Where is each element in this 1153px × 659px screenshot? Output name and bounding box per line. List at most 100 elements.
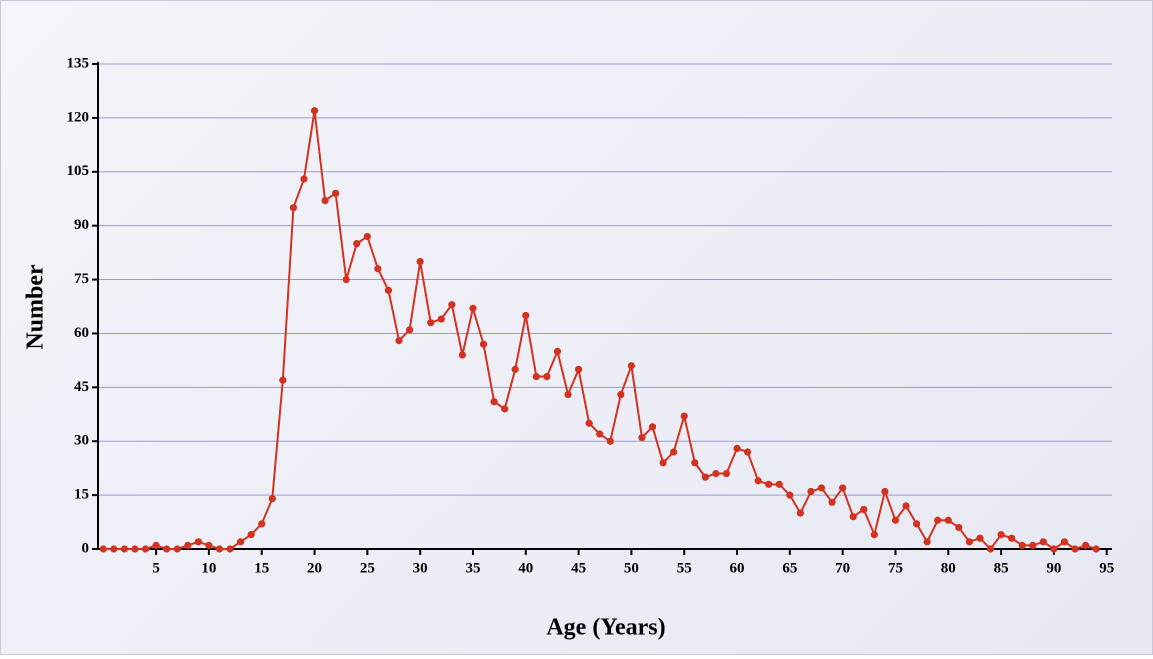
data-point <box>870 531 878 539</box>
data-point <box>458 351 467 359</box>
data-point <box>173 545 181 553</box>
x-axis-label: Age (Years) <box>546 615 665 641</box>
data-point <box>131 545 139 553</box>
data-point <box>332 189 340 197</box>
data-point <box>902 502 910 510</box>
data-point <box>606 437 614 445</box>
data-point <box>839 484 847 492</box>
data-point <box>1029 541 1037 550</box>
data-point <box>997 531 1005 539</box>
data-point <box>258 520 266 528</box>
x-tick-label: 70 <box>835 560 850 576</box>
data-point <box>955 523 963 532</box>
data-point <box>670 448 678 456</box>
data-point <box>374 265 382 273</box>
data-point <box>691 459 699 467</box>
data-point <box>448 301 456 309</box>
x-tick-label: 30 <box>413 560 428 576</box>
y-tick-label: 90 <box>74 217 89 233</box>
data-point <box>1071 545 1079 553</box>
data-point <box>1092 545 1100 553</box>
y-tick-label: 120 <box>67 109 90 125</box>
data-point <box>722 469 731 478</box>
x-tick-label: 90 <box>1046 560 1061 576</box>
x-tick-label: 25 <box>360 560 375 576</box>
data-point <box>236 538 245 546</box>
x-tick-label: 85 <box>994 560 1009 576</box>
data-point <box>648 423 657 431</box>
x-tick-label: 55 <box>677 560 692 576</box>
data-point <box>754 477 762 485</box>
data-point <box>786 491 794 499</box>
data-point <box>405 326 414 334</box>
data-point <box>543 372 551 381</box>
data-point <box>574 365 583 373</box>
x-tick-label: 60 <box>730 560 745 576</box>
x-tick-label: 65 <box>782 560 797 576</box>
data-point <box>395 337 403 345</box>
data-point <box>1039 538 1047 546</box>
data-point <box>152 541 160 550</box>
data-point <box>564 390 572 399</box>
data-point <box>934 516 942 524</box>
x-tick-label: 95 <box>1099 560 1114 576</box>
data-point <box>110 545 118 553</box>
series-line <box>103 110 1097 551</box>
x-tick-label: 50 <box>624 560 639 576</box>
data-point <box>638 434 646 442</box>
data-point <box>416 257 424 266</box>
data-point <box>205 541 213 550</box>
data-point <box>427 319 435 327</box>
data-point <box>321 196 329 205</box>
data-point <box>860 505 868 514</box>
data-point <box>1008 534 1016 542</box>
data-point <box>828 498 836 506</box>
data-point <box>289 204 298 212</box>
data-point <box>817 484 826 492</box>
x-tick-label: 35 <box>465 560 480 576</box>
data-point <box>1060 538 1069 546</box>
data-point <box>1081 541 1090 550</box>
data-point <box>1050 545 1058 553</box>
data-point <box>596 430 604 438</box>
data-point <box>807 487 815 496</box>
data-point <box>553 347 562 356</box>
data-point <box>479 340 488 348</box>
data-point <box>384 286 393 294</box>
data-point <box>986 545 995 553</box>
data-point <box>659 459 667 467</box>
data-point <box>796 509 805 517</box>
x-tick-label: 40 <box>518 560 533 576</box>
x-tick-label: 15 <box>254 560 269 576</box>
data-point <box>680 412 688 420</box>
data-point <box>617 390 625 399</box>
data-point <box>120 545 129 553</box>
y-tick-label: 15 <box>74 487 89 503</box>
data-point <box>944 516 952 524</box>
data-point <box>532 372 540 381</box>
data-point <box>912 520 921 528</box>
data-point <box>743 448 752 456</box>
data-point <box>490 398 498 406</box>
data-point <box>923 538 931 546</box>
y-tick-label: 105 <box>67 163 90 179</box>
y-tick-label: 75 <box>74 271 89 287</box>
data-point <box>469 304 477 312</box>
data-point <box>585 419 593 427</box>
data-point <box>501 405 509 413</box>
data-point <box>300 175 308 183</box>
y-tick-label: 30 <box>74 433 89 449</box>
data-point <box>733 444 741 453</box>
x-tick-label: 80 <box>941 560 956 576</box>
x-tick-label: 45 <box>571 560 586 576</box>
data-point <box>976 534 984 542</box>
data-point <box>511 365 519 373</box>
data-point <box>353 240 361 248</box>
data-point <box>891 516 900 524</box>
data-point <box>522 311 530 320</box>
data-point <box>194 538 202 546</box>
data-point <box>849 513 857 521</box>
data-point <box>247 531 255 539</box>
x-tick-label: 20 <box>307 560 322 576</box>
